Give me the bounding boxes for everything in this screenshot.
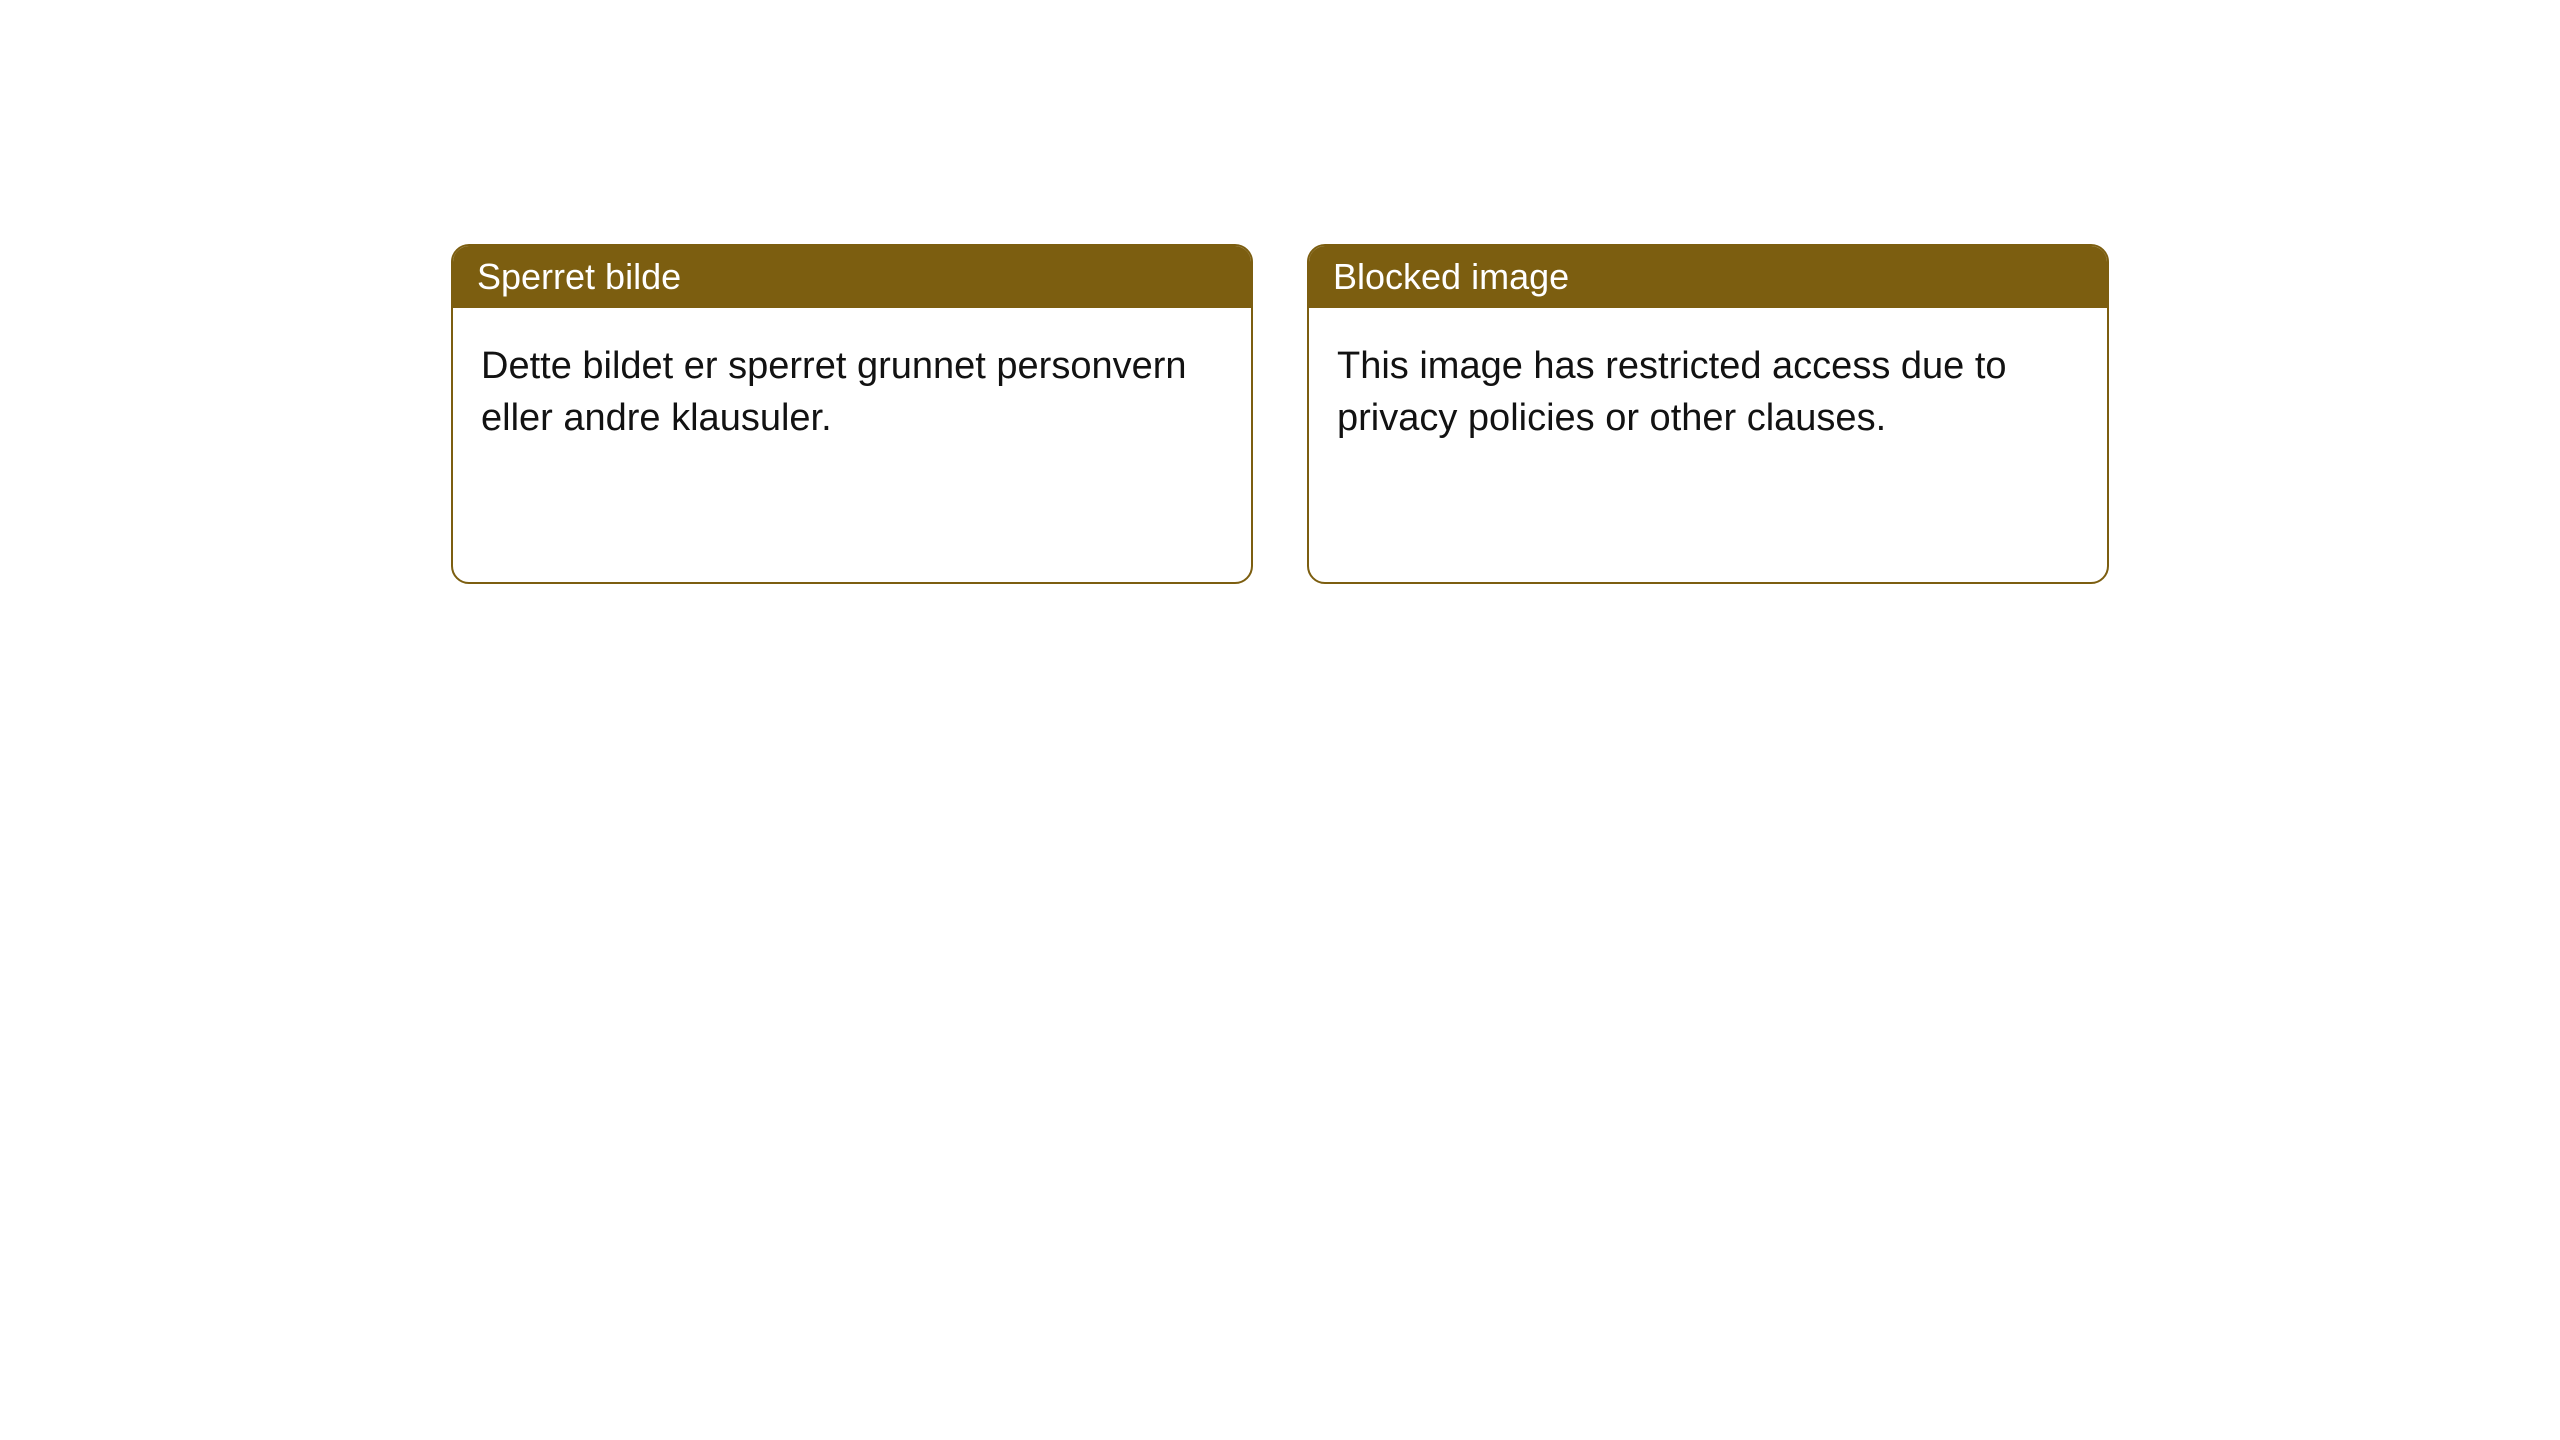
card-header-text: Sperret bilde (477, 256, 681, 297)
card-body: This image has restricted access due to … (1309, 308, 2107, 477)
card-header: Sperret bilde (453, 246, 1251, 308)
card-body-text: This image has restricted access due to … (1337, 345, 2007, 439)
card-body-text: Dette bildet er sperret grunnet personve… (481, 345, 1187, 439)
card-body: Dette bildet er sperret grunnet personve… (453, 308, 1251, 477)
blocked-image-card-english: Blocked image This image has restricted … (1307, 244, 2109, 584)
card-header: Blocked image (1309, 246, 2107, 308)
notice-cards-container: Sperret bilde Dette bildet er sperret gr… (451, 244, 2109, 584)
card-header-text: Blocked image (1333, 256, 1569, 297)
blocked-image-card-norwegian: Sperret bilde Dette bildet er sperret gr… (451, 244, 1253, 584)
